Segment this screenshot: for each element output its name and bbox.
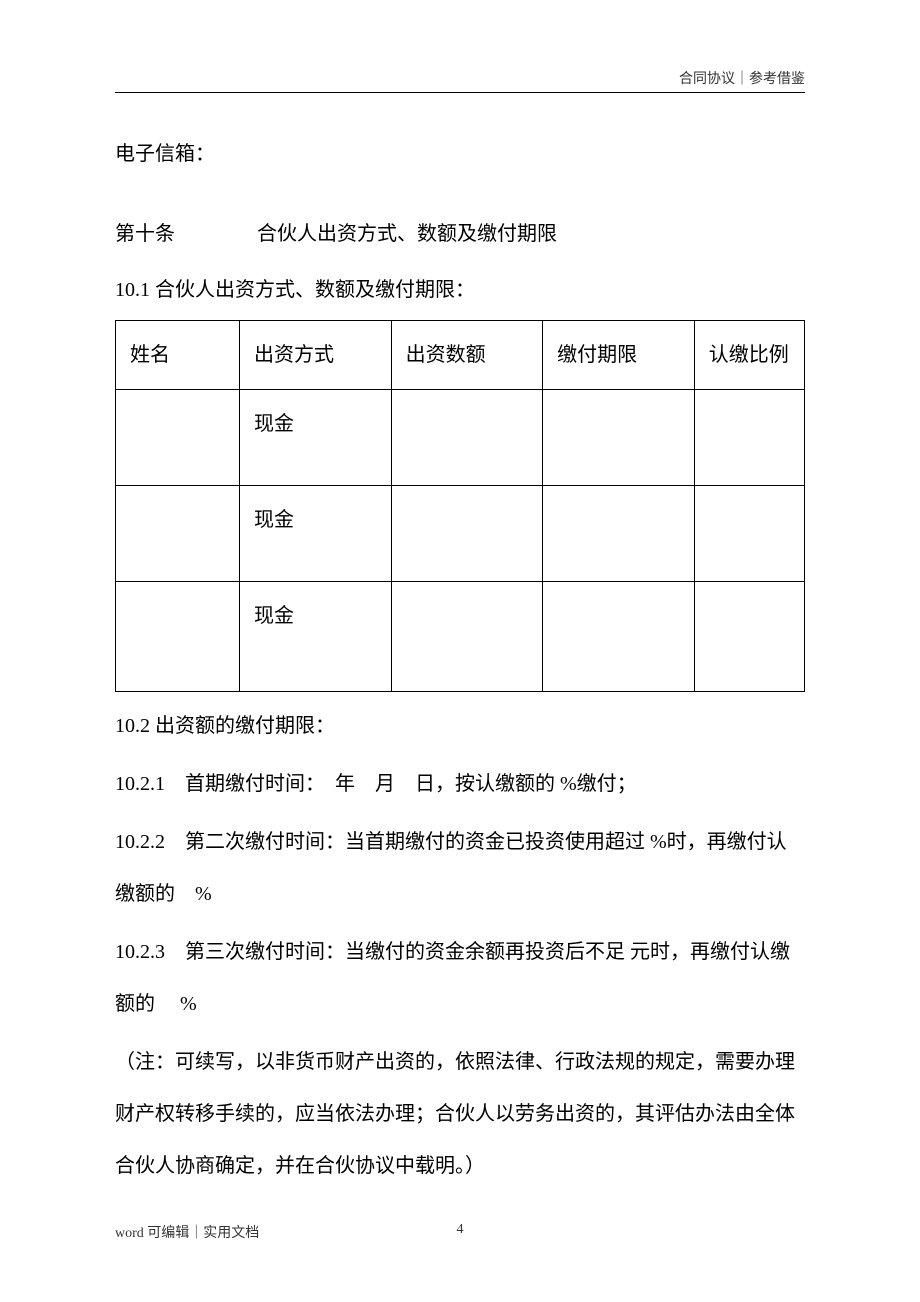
page-footer: word 可编辑｜实用文档 4	[115, 1222, 805, 1242]
table-header-row: 姓名 出资方式 出资数额 缴付期限 认缴比例	[116, 321, 805, 390]
cell-deadline	[543, 582, 695, 692]
page-number: 4	[457, 1222, 464, 1238]
table-row: 现金	[116, 390, 805, 486]
section-10-2: 10.2 出资额的缴付期限：	[115, 700, 805, 752]
cell-ratio	[694, 390, 804, 486]
header-divider	[115, 92, 805, 93]
cell-amount	[391, 390, 543, 486]
col-header-deadline: 缴付期限	[543, 321, 695, 390]
cell-method: 现金	[240, 582, 392, 692]
email-field-label: 电子信箱：	[115, 128, 805, 180]
article-10-title: 第十条 合伙人出资方式、数额及缴付期限	[115, 208, 805, 260]
section-10-2-3: 10.2.3 第三次缴付时间：当缴付的资金余额再投资后不足 元时，再缴付认缴额的…	[115, 926, 805, 1030]
document-page: 合同协议｜参考借鉴 电子信箱： 第十条 合伙人出资方式、数额及缴付期限 10.1…	[0, 0, 920, 1302]
header-text: 合同协议｜参考借鉴	[679, 72, 805, 87]
contribution-table: 姓名 出资方式 出资数额 缴付期限 认缴比例 现金 现金	[115, 320, 805, 692]
cell-name	[116, 582, 240, 692]
cell-deadline	[543, 486, 695, 582]
page-header: 合同协议｜参考借鉴	[679, 68, 805, 88]
section-10-2-2: 10.2.2 第二次缴付时间：当首期缴付的资金已投资使用超过 %时，再缴付认缴额…	[115, 816, 805, 920]
footer-left-text: word 可编辑｜实用文档	[115, 1222, 259, 1242]
cell-ratio	[694, 486, 804, 582]
col-header-ratio: 认缴比例	[694, 321, 804, 390]
article-title-text: 合伙人出资方式、数额及缴付期限	[257, 208, 557, 260]
cell-name	[116, 390, 240, 486]
cell-method: 现金	[240, 486, 392, 582]
col-header-name: 姓名	[116, 321, 240, 390]
document-content: 电子信箱： 第十条 合伙人出资方式、数额及缴付期限 10.1 合伙人出资方式、数…	[115, 128, 805, 1192]
note-paragraph: （注：可续写，以非货币财产出资的，依照法律、行政法规的规定，需要办理财产权转移手…	[115, 1036, 805, 1192]
cell-ratio	[694, 582, 804, 692]
cell-amount	[391, 582, 543, 692]
section-10-2-1: 10.2.1 首期缴付时间： 年 月 日，按认缴额的 %缴付；	[115, 758, 805, 810]
col-header-amount: 出资数额	[391, 321, 543, 390]
table-row: 现金	[116, 582, 805, 692]
cell-method: 现金	[240, 390, 392, 486]
col-header-method: 出资方式	[240, 321, 392, 390]
section-10-1: 10.1 合伙人出资方式、数额及缴付期限：	[115, 264, 805, 316]
cell-deadline	[543, 390, 695, 486]
cell-amount	[391, 486, 543, 582]
cell-name	[116, 486, 240, 582]
table-row: 现金	[116, 486, 805, 582]
article-number: 第十条	[115, 208, 175, 260]
